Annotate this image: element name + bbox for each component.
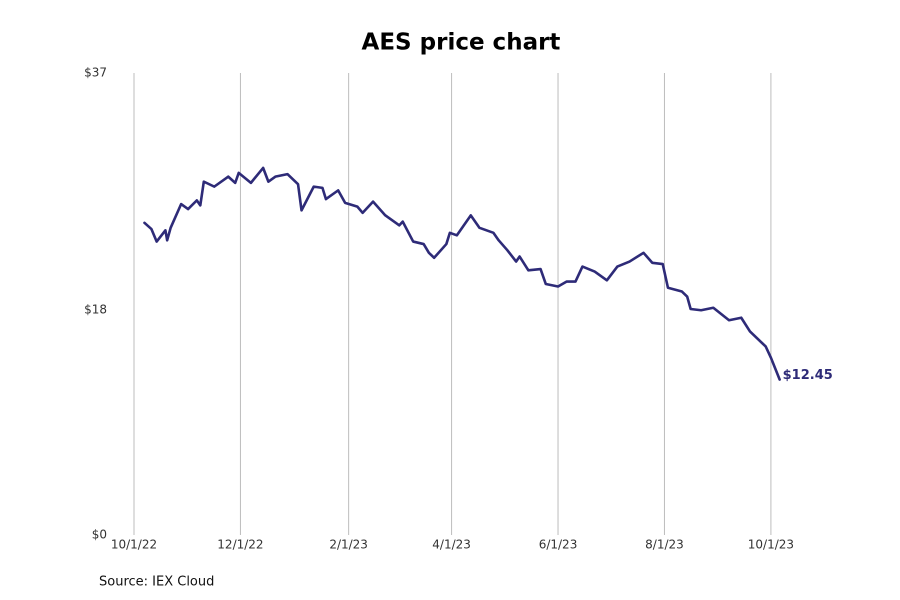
x-tick-label: 4/1/23 <box>432 538 471 552</box>
x-tick-label: 12/1/22 <box>217 538 263 552</box>
x-tick-label: 10/1/23 <box>748 538 794 552</box>
price-line <box>143 166 781 381</box>
y-tick-label: $0 <box>92 528 107 542</box>
x-tick-label: 10/1/22 <box>111 538 157 552</box>
y-tick-label: $18 <box>84 303 107 317</box>
y-tick-label: $37 <box>84 66 107 80</box>
source-note: Source: IEX Cloud <box>99 575 214 590</box>
x-tick-label: 6/1/23 <box>539 538 578 552</box>
x-tick-label: 8/1/23 <box>645 538 684 552</box>
x-tick-label: 2/1/23 <box>329 538 368 552</box>
value-label: $12.45 <box>783 368 833 383</box>
chart-title: AES price chart <box>362 30 561 56</box>
